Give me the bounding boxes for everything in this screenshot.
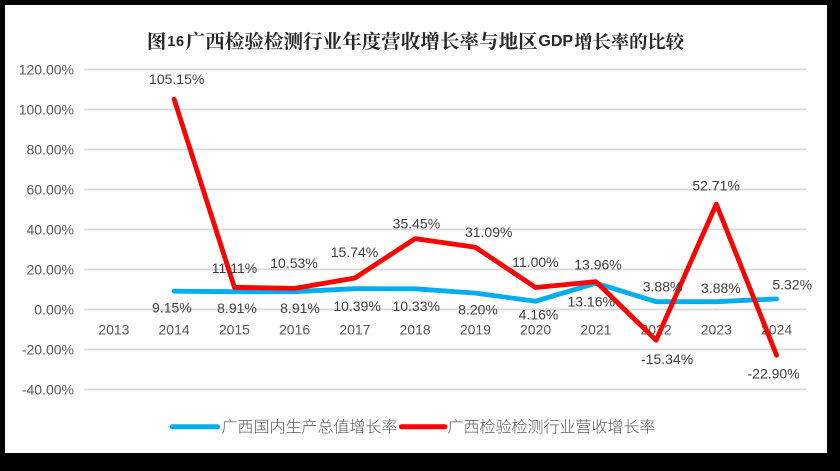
svg-text:-20.00%: -20.00% xyxy=(22,341,74,357)
svg-text:2020: 2020 xyxy=(520,322,551,338)
svg-text:11.00%: 11.00% xyxy=(512,254,558,270)
svg-text:2019: 2019 xyxy=(460,322,491,338)
svg-text:2013: 2013 xyxy=(98,322,129,338)
svg-text:3.88%: 3.88% xyxy=(643,279,683,295)
svg-text:10.53%: 10.53% xyxy=(270,255,317,271)
svg-text:4.16%: 4.16% xyxy=(519,307,559,323)
svg-text:8.20%: 8.20% xyxy=(458,302,498,318)
svg-text:35.45%: 35.45% xyxy=(393,216,440,232)
svg-text:-22.90%: -22.90% xyxy=(748,366,800,382)
svg-text:10.39%: 10.39% xyxy=(333,298,380,314)
svg-text:2016: 2016 xyxy=(279,322,310,338)
svg-text:20.00%: 20.00% xyxy=(27,261,74,277)
svg-text:2023: 2023 xyxy=(701,322,732,338)
svg-text:-40.00%: -40.00% xyxy=(22,381,74,397)
svg-text:52.71%: 52.71% xyxy=(692,178,739,194)
svg-text:3.88%: 3.88% xyxy=(701,280,741,296)
svg-text:2017: 2017 xyxy=(339,322,370,338)
svg-text:0.00%: 0.00% xyxy=(34,301,74,317)
svg-text:2021: 2021 xyxy=(580,322,611,338)
svg-text:GDP: GDP xyxy=(538,33,573,50)
svg-text:15.74%: 15.74% xyxy=(331,244,378,260)
svg-text:13.16%: 13.16% xyxy=(567,294,614,310)
svg-text:10.33%: 10.33% xyxy=(392,298,439,314)
svg-text:105.15%: 105.15% xyxy=(149,71,204,87)
svg-text:2014: 2014 xyxy=(159,322,190,338)
svg-text:9.15%: 9.15% xyxy=(152,300,192,316)
svg-text:13.96%: 13.96% xyxy=(574,256,621,272)
svg-text:100.00%: 100.00% xyxy=(19,101,74,117)
svg-text:2018: 2018 xyxy=(400,322,431,338)
svg-text:8.91%: 8.91% xyxy=(280,300,320,316)
svg-text:8.91%: 8.91% xyxy=(217,300,257,316)
svg-text:60.00%: 60.00% xyxy=(27,181,74,197)
svg-text:40.00%: 40.00% xyxy=(27,221,74,237)
svg-text:2015: 2015 xyxy=(219,322,250,338)
svg-text:31.09%: 31.09% xyxy=(465,224,512,240)
svg-text:5.32%: 5.32% xyxy=(772,276,812,292)
svg-text:80.00%: 80.00% xyxy=(27,141,74,157)
svg-text:-15.34%: -15.34% xyxy=(641,351,693,367)
svg-text:11.11%: 11.11% xyxy=(212,260,257,276)
svg-text:16: 16 xyxy=(167,34,184,50)
svg-text:120.00%: 120.00% xyxy=(19,61,74,77)
